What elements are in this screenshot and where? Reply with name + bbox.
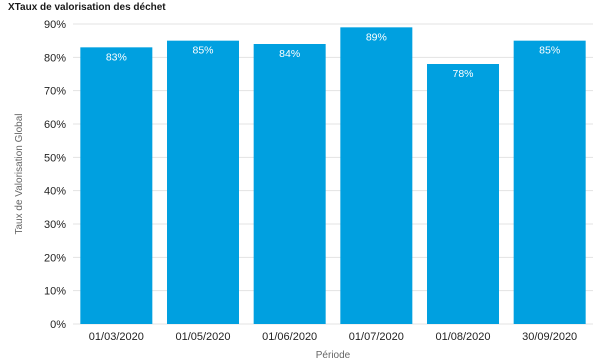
bar xyxy=(513,40,586,325)
y-tick-label: 40% xyxy=(44,186,66,198)
chart-title: XTaux de valorisation des déchet xyxy=(8,2,166,13)
y-tick-label: 50% xyxy=(44,152,66,164)
x-tick-label: 30/09/2020 xyxy=(522,331,577,343)
bar-data-label: 85% xyxy=(192,45,213,57)
x-axis-title: Période xyxy=(316,350,351,361)
bar-data-label: 85% xyxy=(539,45,560,57)
bar xyxy=(340,27,413,324)
y-tick-label: 70% xyxy=(44,86,66,98)
x-tick-label: 01/03/2020 xyxy=(89,331,144,343)
bar xyxy=(253,44,326,324)
y-tick-label: 30% xyxy=(44,219,66,231)
gridlines xyxy=(73,23,593,325)
y-axis-title: Taux de Valorisation Global xyxy=(14,114,25,235)
y-tick-label: 20% xyxy=(44,252,66,264)
x-tick-label: 01/07/2020 xyxy=(349,331,404,343)
y-tick-label: 90% xyxy=(44,19,66,31)
y-tick-label: 10% xyxy=(44,286,66,298)
bar xyxy=(167,40,239,325)
bar-data-label: 84% xyxy=(279,48,300,60)
bars: 83% 85% 84% 89% 78% 85% xyxy=(80,27,586,325)
x-tick-label: 01/08/2020 xyxy=(435,331,490,343)
y-tick-label: 0% xyxy=(50,319,66,331)
bar xyxy=(80,47,153,324)
y-tick-label: 80% xyxy=(44,52,66,64)
y-tick-label: 60% xyxy=(44,119,66,131)
bar-data-label: 89% xyxy=(366,31,387,43)
bar xyxy=(427,64,499,324)
x-tick-label: 01/05/2020 xyxy=(175,331,230,343)
bar-data-label: 83% xyxy=(106,51,127,63)
x-axis-ticks: 01/03/2020 01/05/2020 01/06/2020 01/07/2020… xyxy=(89,331,577,343)
y-axis-ticks: 0% 10% 20% 30% 40% 50% 60% 70% 80% 90% xyxy=(44,19,66,331)
x-tick-label: 01/06/2020 xyxy=(262,331,317,343)
bar-data-label: 78% xyxy=(452,68,473,80)
